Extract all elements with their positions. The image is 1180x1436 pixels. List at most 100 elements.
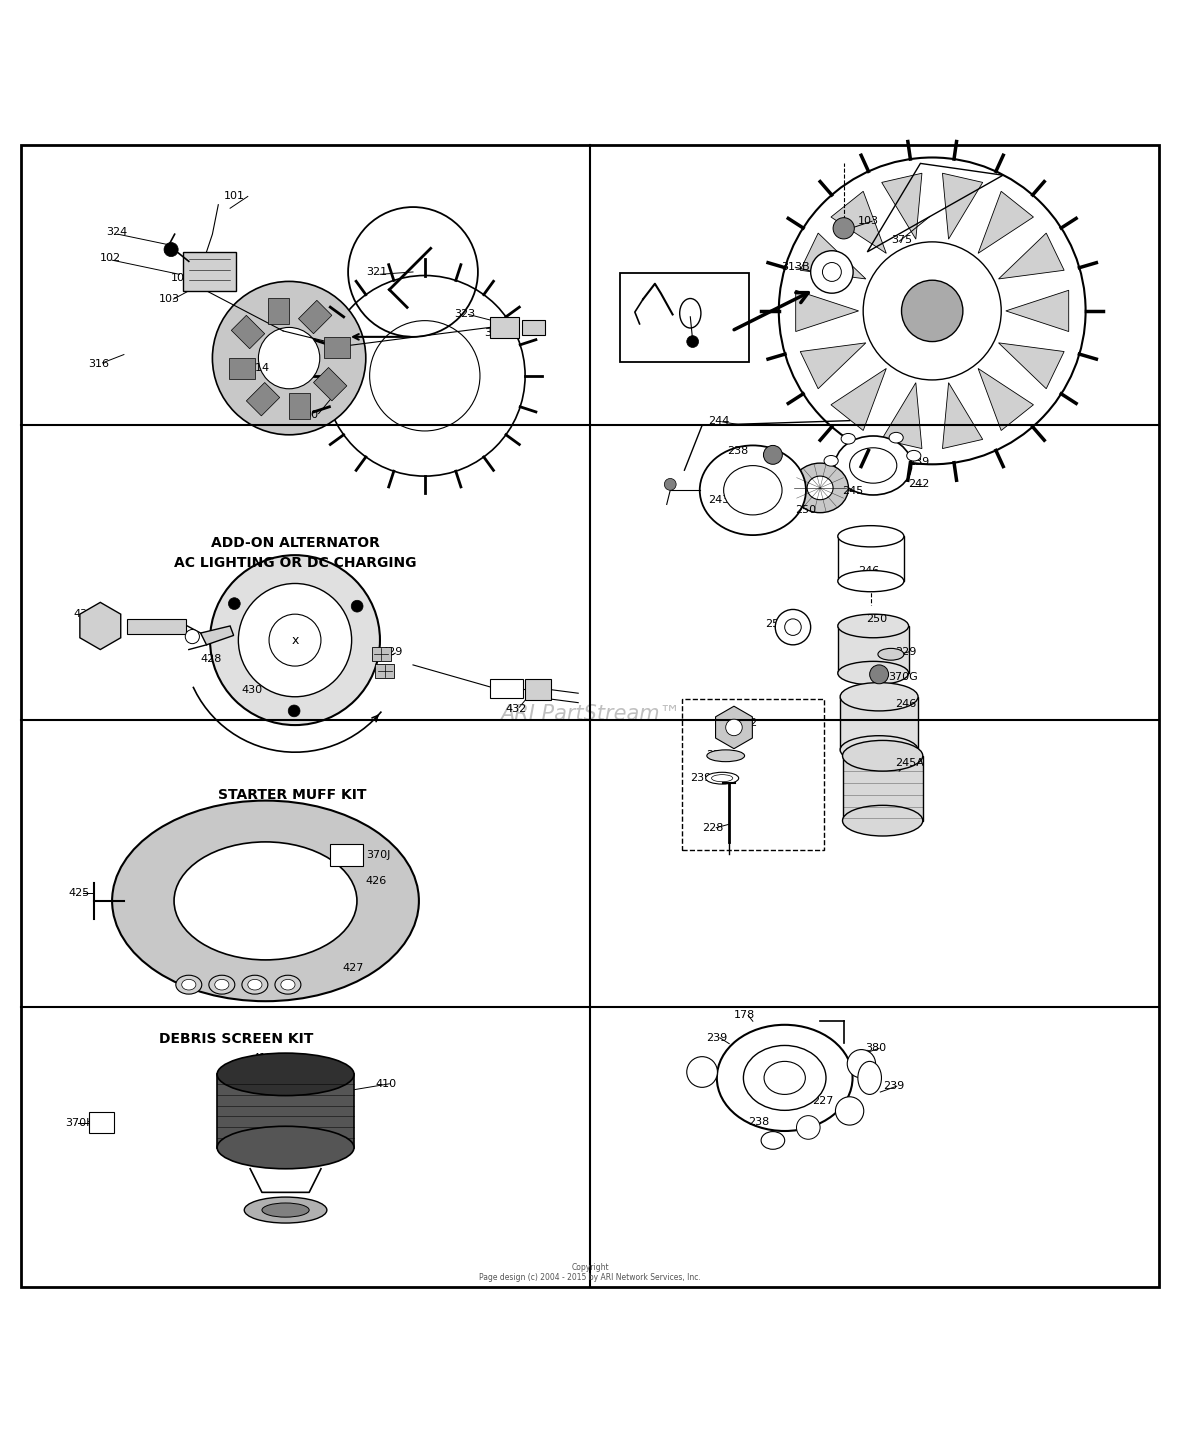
Text: 246: 246 xyxy=(896,699,917,709)
Text: 239: 239 xyxy=(909,457,930,467)
Text: 411: 411 xyxy=(293,1071,314,1080)
Ellipse shape xyxy=(743,1045,826,1110)
Text: 239: 239 xyxy=(883,1081,904,1091)
Polygon shape xyxy=(800,343,866,389)
Circle shape xyxy=(258,327,320,389)
Text: 429: 429 xyxy=(381,648,402,656)
Ellipse shape xyxy=(906,451,920,461)
Ellipse shape xyxy=(835,437,912,495)
Bar xyxy=(840,696,918,750)
Text: 313B: 313B xyxy=(781,263,809,273)
Bar xyxy=(268,297,289,323)
Circle shape xyxy=(779,158,1086,464)
Text: 101: 101 xyxy=(224,191,245,201)
Circle shape xyxy=(288,705,300,717)
Text: 377: 377 xyxy=(623,343,644,353)
Ellipse shape xyxy=(878,649,904,661)
Text: 425: 425 xyxy=(68,887,90,898)
Polygon shape xyxy=(998,343,1064,389)
Ellipse shape xyxy=(275,975,301,994)
Ellipse shape xyxy=(761,1132,785,1149)
Polygon shape xyxy=(998,233,1064,279)
Circle shape xyxy=(238,583,352,696)
Text: 103: 103 xyxy=(858,217,879,227)
Text: x: x xyxy=(291,633,299,646)
Circle shape xyxy=(352,600,363,612)
Ellipse shape xyxy=(850,448,897,482)
Circle shape xyxy=(864,241,1001,381)
Text: STARTER MUFF KIT: STARTER MUFF KIT xyxy=(218,788,367,801)
Circle shape xyxy=(811,251,853,293)
Ellipse shape xyxy=(248,979,262,989)
Text: 245A: 245A xyxy=(896,758,924,768)
Ellipse shape xyxy=(889,432,903,442)
Circle shape xyxy=(210,556,380,725)
Ellipse shape xyxy=(706,773,739,784)
Text: 370H: 370H xyxy=(65,1117,94,1127)
Ellipse shape xyxy=(707,750,745,761)
Text: 178: 178 xyxy=(734,1011,755,1021)
Bar xyxy=(620,273,749,362)
Text: 238: 238 xyxy=(748,1117,769,1127)
Circle shape xyxy=(687,336,699,348)
Circle shape xyxy=(164,243,178,257)
Polygon shape xyxy=(800,233,866,279)
Text: 314: 314 xyxy=(248,362,269,372)
Text: 244: 244 xyxy=(708,415,729,425)
Polygon shape xyxy=(881,382,922,448)
Circle shape xyxy=(785,619,801,635)
Ellipse shape xyxy=(209,975,235,994)
Ellipse shape xyxy=(723,465,782,516)
Circle shape xyxy=(775,609,811,645)
Ellipse shape xyxy=(262,1203,309,1218)
Polygon shape xyxy=(978,191,1034,253)
Text: 431: 431 xyxy=(139,622,160,632)
Bar xyxy=(231,316,264,349)
Text: 100: 100 xyxy=(171,273,192,283)
Circle shape xyxy=(185,629,199,643)
Text: 235: 235 xyxy=(699,1070,720,1080)
Text: 245: 245 xyxy=(843,487,864,497)
Circle shape xyxy=(212,281,366,435)
Bar xyxy=(88,1111,114,1133)
Ellipse shape xyxy=(112,801,419,1001)
Ellipse shape xyxy=(792,464,848,513)
Ellipse shape xyxy=(700,445,806,536)
Text: 413: 413 xyxy=(253,1109,274,1119)
Text: 239: 239 xyxy=(706,1032,727,1043)
Text: 316: 316 xyxy=(88,359,110,369)
Text: 322: 322 xyxy=(484,329,505,339)
Polygon shape xyxy=(795,290,859,332)
Polygon shape xyxy=(831,369,886,431)
Circle shape xyxy=(664,478,676,490)
Ellipse shape xyxy=(838,570,904,592)
Bar xyxy=(289,392,310,418)
Text: 321: 321 xyxy=(366,267,387,277)
Text: 324: 324 xyxy=(106,227,127,237)
Text: 427: 427 xyxy=(342,964,363,974)
Text: 370G: 370G xyxy=(889,672,918,682)
Ellipse shape xyxy=(840,682,918,711)
Text: 323: 323 xyxy=(454,309,476,319)
Ellipse shape xyxy=(712,774,733,781)
Text: 233: 233 xyxy=(706,750,727,760)
Bar xyxy=(838,536,904,582)
Bar xyxy=(682,699,824,850)
Text: 227: 227 xyxy=(812,1097,833,1107)
Circle shape xyxy=(687,1057,717,1087)
Circle shape xyxy=(870,665,889,684)
Ellipse shape xyxy=(217,1053,354,1096)
Bar xyxy=(247,382,280,416)
Ellipse shape xyxy=(840,735,918,764)
Circle shape xyxy=(763,445,782,464)
Bar xyxy=(843,755,923,820)
Text: 90: 90 xyxy=(304,409,319,419)
Bar xyxy=(323,337,349,358)
Circle shape xyxy=(835,1097,864,1124)
Ellipse shape xyxy=(807,477,833,500)
Bar xyxy=(217,1074,354,1147)
Bar xyxy=(375,663,394,678)
Text: 380: 380 xyxy=(865,1044,886,1054)
Text: 370J: 370J xyxy=(366,850,391,860)
Bar xyxy=(838,626,909,673)
